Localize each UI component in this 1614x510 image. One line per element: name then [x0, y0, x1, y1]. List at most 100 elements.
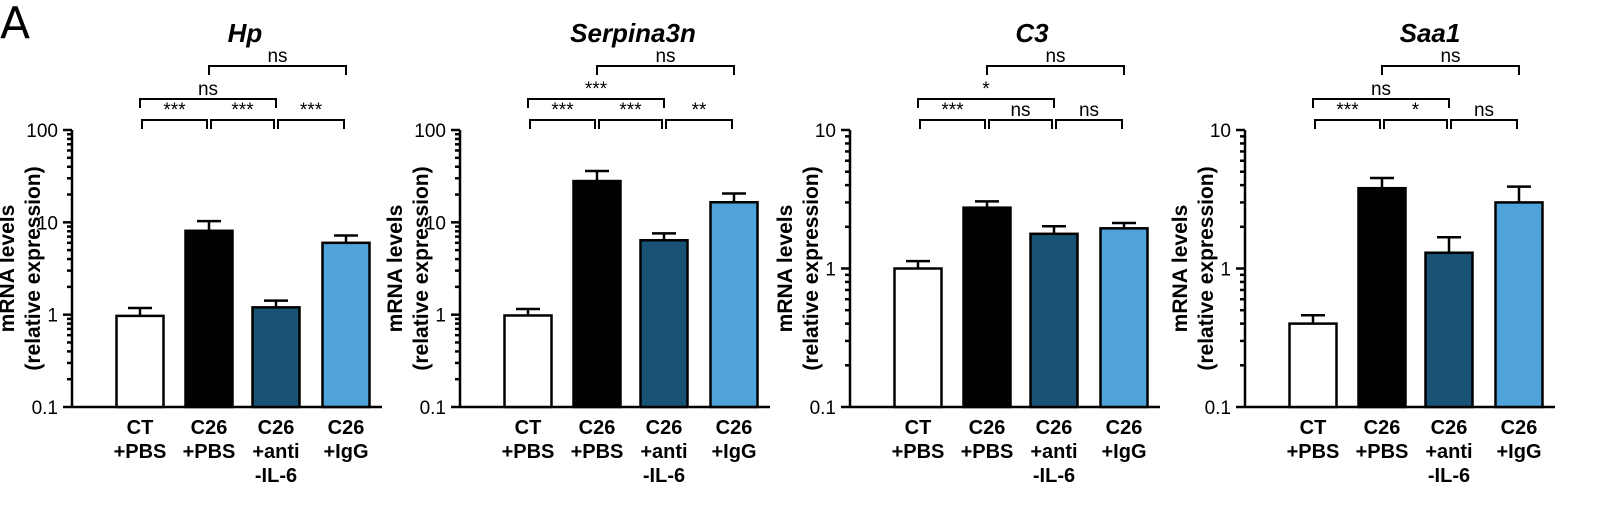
significance-label: ns: [267, 46, 287, 67]
significance-label: ***: [585, 79, 608, 100]
significance-bracket: [917, 98, 1055, 108]
y-tick-label: 100: [414, 121, 446, 142]
x-tick-label: +IgG: [1496, 441, 1541, 463]
y-axis-label: mRNA levels: [774, 205, 797, 333]
x-tick-label: +IgG: [711, 441, 756, 463]
y-tick-label: 1: [825, 260, 836, 281]
significance-bracket: [919, 119, 986, 129]
y-axis-label: mRNA levels: [384, 205, 407, 333]
x-tick-label: +PBS: [1356, 441, 1409, 463]
y-tick-label: 100: [26, 121, 58, 142]
x-tick-label: C26: [1036, 417, 1073, 439]
significance-bracket: [986, 65, 1125, 75]
x-tick-label: +PBS: [114, 441, 167, 463]
significance-label: **: [692, 100, 707, 121]
x-tick-label: C26: [191, 417, 228, 439]
bar: [251, 306, 301, 409]
significance-bracket: [277, 119, 345, 129]
significance-label: *: [1412, 100, 1420, 121]
significance-bracket: [1055, 119, 1123, 129]
x-tick-label: +anti: [1030, 441, 1077, 463]
significance-label: ns: [1440, 46, 1460, 67]
chart-title: Serpina3n: [570, 18, 696, 48]
x-tick-label: +anti: [1425, 441, 1472, 463]
x-tick-label: CT: [515, 417, 542, 439]
bar: [709, 201, 759, 409]
significance-bracket: [988, 119, 1053, 129]
significance-bracket: [1450, 119, 1518, 129]
significance-label: ***: [941, 100, 964, 121]
panel-c3: C3 0.1 1 10 mRNA levels (relative expression…: [774, 18, 1160, 487]
x-tick-label: C26: [1106, 417, 1143, 439]
y-axis-label: (relative expression): [800, 166, 823, 370]
x-tick-label: C26: [258, 417, 295, 439]
panel-saa1: Saa1 0.1 1 10 mRNA levels (relative expressi…: [1169, 18, 1555, 487]
bar: [1288, 322, 1338, 409]
x-tick-label: -IL-6: [255, 465, 297, 487]
x-tick-label: +PBS: [502, 441, 555, 463]
y-tick-label: 1: [1220, 260, 1231, 281]
significance-bracket: [598, 119, 663, 129]
x-tick-label: +PBS: [183, 441, 236, 463]
bar: [893, 267, 943, 409]
x-tick-label: C26: [969, 417, 1006, 439]
significance-label: ***: [551, 100, 574, 121]
y-tick-label: 10: [425, 213, 446, 234]
bar: [572, 179, 622, 409]
significance-label: ***: [300, 100, 323, 121]
chart-title: Saa1: [1400, 18, 1461, 48]
bar: [1424, 251, 1474, 409]
x-tick-label: C26: [646, 417, 683, 439]
x-tick-label: +IgG: [323, 441, 368, 463]
significance-label: ns: [1045, 46, 1065, 67]
y-tick-label: 0.1: [32, 398, 58, 419]
significance-label: ns: [1010, 100, 1030, 121]
significance-label: *: [982, 79, 990, 100]
x-tick-label: +anti: [640, 441, 687, 463]
chart-title: C3: [1015, 18, 1049, 48]
y-tick-label: 1: [47, 306, 58, 327]
bar: [962, 206, 1012, 409]
x-tick-label: C26: [1364, 417, 1401, 439]
x-tick-label: C26: [1431, 417, 1468, 439]
x-tick-label: +PBS: [1287, 441, 1340, 463]
y-tick-label: 0.1: [1205, 398, 1231, 419]
significance-bracket: [1383, 119, 1448, 129]
significance-label: ***: [1336, 100, 1359, 121]
bar: [1029, 232, 1079, 409]
significance-label: ns: [1474, 100, 1494, 121]
significance-bracket: [529, 119, 596, 129]
significance-bracket: [665, 119, 733, 129]
significance-bracket: [208, 65, 347, 75]
x-tick-label: +anti: [252, 441, 299, 463]
y-axis-label: (relative expression): [1195, 166, 1218, 370]
significance-bracket: [1312, 98, 1450, 108]
x-tick-label: +PBS: [961, 441, 1014, 463]
x-tick-label: C26: [579, 417, 616, 439]
y-axis-label: (relative expression): [22, 166, 45, 370]
significance-label: ***: [231, 100, 254, 121]
x-tick-label: CT: [127, 417, 154, 439]
significance-bracket: [139, 98, 277, 108]
bar: [1099, 227, 1149, 409]
significance-bracket: [527, 98, 665, 108]
y-axis-label: mRNA levels: [1169, 205, 1192, 333]
significance-bracket: [596, 65, 735, 75]
bar: [503, 314, 553, 409]
y-tick-label: 0.1: [810, 398, 836, 419]
x-tick-label: +IgG: [1101, 441, 1146, 463]
x-tick-label: -IL-6: [1428, 465, 1470, 487]
y-axis-label: mRNA levels: [0, 205, 19, 333]
bar: [184, 229, 234, 409]
significance-label: ns: [655, 46, 675, 67]
y-tick-label: 0.1: [420, 398, 446, 419]
significance-label: ***: [163, 100, 186, 121]
significance-bracket: [1314, 119, 1381, 129]
y-tick-label: 10: [815, 121, 836, 142]
x-tick-label: CT: [905, 417, 932, 439]
bar: [1357, 186, 1407, 409]
panel-hp: Hp 0.1 1 10 100 mRNA levels (relative express…: [0, 18, 382, 487]
bar: [1494, 201, 1544, 409]
y-tick-label: 10: [1210, 121, 1231, 142]
